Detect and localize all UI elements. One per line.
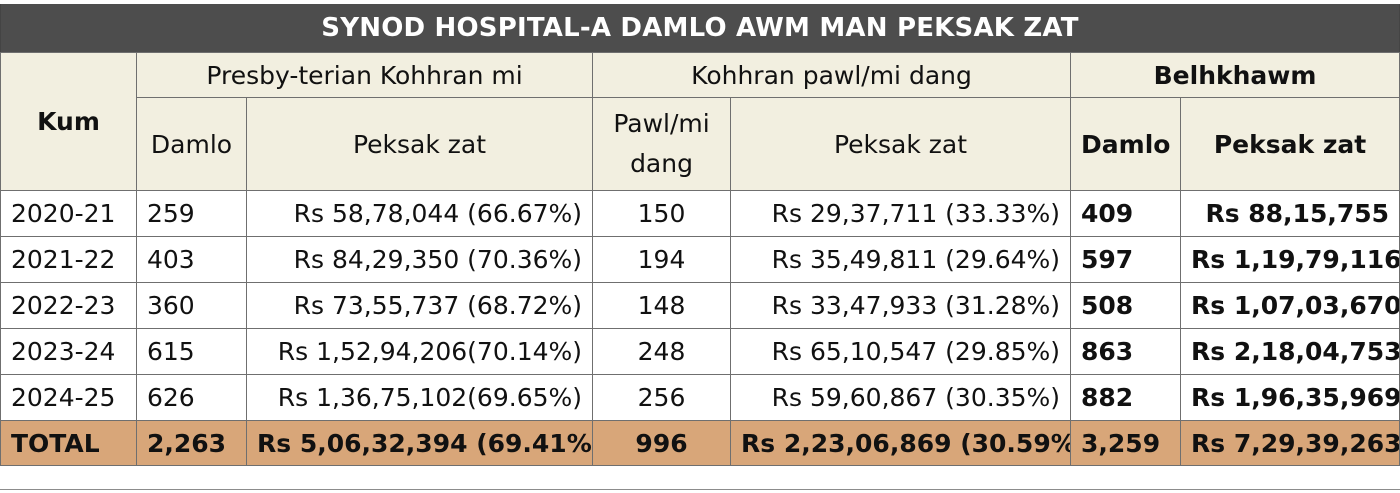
cell-other-peksak: Rs 35,49,811 (29.64%) [730,236,1072,283]
header-row-subcolumns: Damlo Peksak zat Pawl/mi dang Peksak zat… [1,97,1400,191]
header-other-pawl-line1: Pawl/mi [613,109,710,138]
header-total-peksak: Peksak zat [1180,97,1400,191]
total-presbyterian-damlo: 2,263 [136,420,247,466]
header-presbyterian-damlo: Damlo [136,97,247,191]
patient-statistics-table: Kum Presby-terian Kohhran mi Kohhran paw… [0,52,1400,466]
total-label: TOTAL [0,420,137,466]
cell-kum: 2022-23 [0,282,137,329]
cell-total-peksak: Rs 1,19,79,116 [1180,236,1400,283]
cell-other-peksak: Rs 65,10,547 (29.85%) [730,328,1072,375]
cell-other-damlo: 150 [592,190,732,237]
cell-total-damlo: 863 [1070,328,1182,375]
cell-presbyterian-damlo: 615 [136,328,247,375]
header-total-group: Belhkhawm [1070,52,1400,98]
header-presbyterian-group: Presby-terian Kohhran mi [135,52,594,98]
header-presbyterian-peksak: Peksak zat [245,97,594,191]
table-title: SYNOD HOSPITAL-A DAMLO AWM MAN PEKSAK ZA… [0,4,1400,52]
table-row: 2023-24 615 Rs 1,52,94,206(70.14%) 248 R… [0,328,1400,375]
cell-kum: 2020-21 [0,190,137,237]
cell-total-peksak: Rs 88,15,755 [1180,190,1400,237]
table-row: 2022-23 360 Rs 73,55,737 (68.72%) 148 Rs… [0,282,1400,329]
cell-presbyterian-damlo: 403 [136,236,247,283]
cell-kum: 2023-24 [0,328,137,375]
table-row: 2020-21 259 Rs 58,78,044 (66.67%) 150 Rs… [0,190,1400,237]
cell-other-peksak: Rs 59,60,867 (30.35%) [730,374,1072,421]
cell-total-peksak: Rs 1,07,03,670 [1180,282,1400,329]
total-total-peksak: Rs 7,29,39,263 [1180,420,1400,466]
total-row: TOTAL 2,263 Rs 5,06,32,394 (69.41%) 996 … [0,420,1400,466]
cell-total-peksak: Rs 2,18,04,753 [1180,328,1400,375]
cell-presbyterian-peksak: Rs 84,29,350 (70.36%) [245,236,594,283]
header-other-peksak: Peksak zat [730,97,1072,191]
cell-presbyterian-peksak: Rs 58,78,044 (66.67%) [245,190,594,237]
total-presbyterian-peksak: Rs 5,06,32,394 (69.41%) [245,420,594,466]
cell-other-peksak: Rs 29,37,711 (33.33%) [730,190,1072,237]
cell-presbyterian-peksak: Rs 1,52,94,206(70.14%) [245,328,594,375]
cell-total-peksak: Rs 1,96,35,969 [1180,374,1400,421]
table-row: 2024-25 626 Rs 1,36,75,102(69.65%) 256 R… [0,374,1400,421]
cell-presbyterian-damlo: 626 [136,374,247,421]
table-row: 2021-22 403 Rs 84,29,350 (70.36%) 194 Rs… [0,236,1400,283]
cell-other-damlo: 148 [592,282,732,329]
cell-total-damlo: 508 [1070,282,1182,329]
cell-kum: 2024-25 [0,374,137,421]
header-row-groups: Kum Presby-terian Kohhran mi Kohhran paw… [0,52,1400,191]
header-kum: Kum [0,52,137,191]
total-other-damlo: 996 [592,420,732,466]
bottom-divider [0,489,1400,490]
cell-other-damlo: 248 [592,328,732,375]
cell-other-damlo: 194 [592,236,732,283]
header-other-pawl-line2: dang [630,149,693,178]
cell-other-peksak: Rs 33,47,933 (31.28%) [730,282,1072,329]
cell-total-damlo: 409 [1070,190,1182,237]
total-total-damlo: 3,259 [1070,420,1182,466]
cell-total-damlo: 597 [1070,236,1182,283]
header-total-damlo: Damlo [1070,97,1182,191]
cell-presbyterian-damlo: 259 [136,190,247,237]
cell-presbyterian-damlo: 360 [136,282,247,329]
total-other-peksak: Rs 2,23,06,869 (30.59%) [730,420,1072,466]
cell-kum: 2021-22 [0,236,137,283]
cell-other-damlo: 256 [592,374,732,421]
header-other-pawl: Pawl/mi dang [592,97,732,191]
header-other-group: Kohhran pawl/mi dang [592,52,1072,98]
cell-presbyterian-peksak: Rs 73,55,737 (68.72%) [245,282,594,329]
cell-total-damlo: 882 [1070,374,1182,421]
cell-presbyterian-peksak: Rs 1,36,75,102(69.65%) [245,374,594,421]
